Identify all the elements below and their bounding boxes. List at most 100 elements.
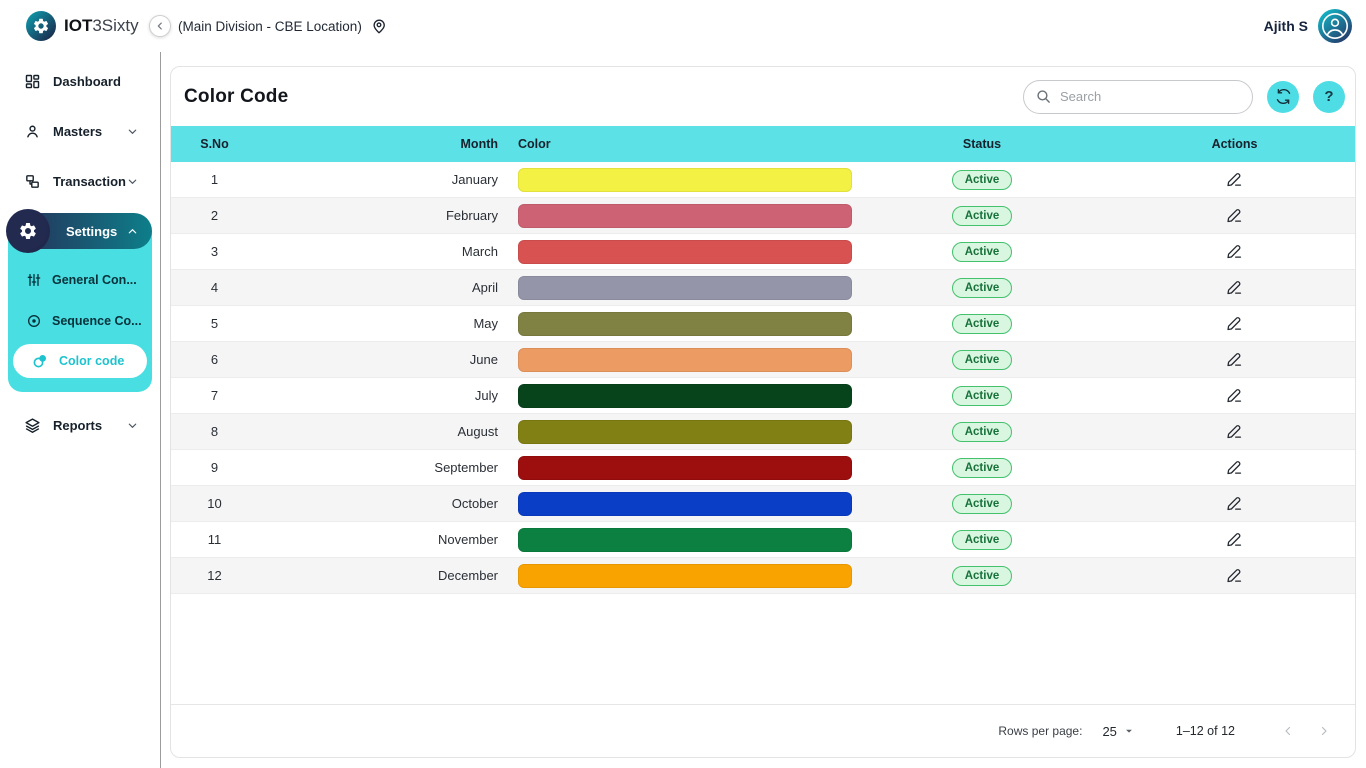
chevron-down-icon	[127, 176, 138, 187]
status-badge: Active	[951, 529, 1013, 550]
user-avatar[interactable]	[1318, 9, 1352, 43]
caret-down-icon	[1125, 729, 1132, 733]
column-header-month: Month	[460, 137, 498, 151]
rows-per-page-select[interactable]: 25	[1102, 724, 1133, 739]
edit-button[interactable]	[1225, 349, 1244, 368]
column-header-color: Color	[518, 137, 551, 151]
settings-submenu: General Con... Sequence Co... Color code	[8, 231, 152, 392]
table-row: 1 January Active	[171, 162, 1355, 198]
table-row: 3 March Active	[171, 234, 1355, 270]
color-swatch	[518, 167, 852, 192]
row-month: December	[438, 568, 498, 583]
table-row: 12 December Active	[171, 558, 1355, 594]
user-name: Ajith S	[1263, 18, 1308, 34]
sidebar: Dashboard Masters Transaction General Co…	[0, 52, 160, 768]
status-badge: Active	[951, 457, 1013, 478]
edit-button[interactable]	[1225, 277, 1244, 296]
breadcrumb: (Main Division - CBE Location)	[178, 18, 362, 34]
table-row: 7 July Active	[171, 378, 1355, 414]
edit-button[interactable]	[1225, 529, 1244, 548]
search-input[interactable]	[1023, 79, 1253, 114]
person-icon	[1322, 13, 1348, 39]
row-sno: 6	[210, 352, 219, 367]
rows-per-page-value: 25	[1102, 723, 1117, 739]
logo-gear-icon	[26, 11, 56, 41]
color-swatch	[518, 239, 852, 264]
help-button[interactable]: ?	[1313, 80, 1345, 113]
chevron-down-icon	[127, 420, 138, 431]
layers-icon	[25, 417, 40, 433]
edit-pencil-icon	[1227, 424, 1242, 438]
edit-button[interactable]	[1225, 493, 1244, 512]
row-sno: 5	[210, 316, 219, 331]
edit-button[interactable]	[1225, 205, 1244, 224]
sidebar-item-label: Masters	[53, 123, 103, 139]
circle-dot-icon	[28, 315, 40, 327]
row-sno: 4	[210, 280, 219, 295]
chevron-right-icon	[1321, 726, 1327, 736]
status-badge: Active	[951, 241, 1013, 262]
tune-icon	[27, 274, 41, 286]
edit-button[interactable]	[1225, 385, 1244, 404]
color-code-icon	[33, 355, 46, 368]
submenu-item-label: General Con...	[52, 273, 137, 287]
color-swatch	[518, 311, 852, 336]
row-month: January	[451, 172, 498, 187]
edit-pencil-icon	[1227, 172, 1242, 186]
rows-per-page-label: Rows per page:	[998, 724, 1083, 738]
search-icon	[1035, 88, 1052, 105]
row-sno: 11	[207, 532, 222, 547]
edit-pencil-icon	[1227, 532, 1242, 546]
color-swatch	[518, 527, 852, 552]
submenu-item-color-code[interactable]: Color code	[13, 344, 147, 378]
status-badge: Active	[951, 349, 1013, 370]
edit-pencil-icon	[1227, 388, 1242, 402]
refresh-icon	[1276, 88, 1290, 105]
edit-button[interactable]	[1225, 241, 1244, 260]
chevron-left-icon	[1285, 726, 1291, 736]
column-header-status: Status	[962, 137, 1002, 151]
edit-button[interactable]	[1225, 169, 1244, 188]
row-sno: 3	[210, 244, 219, 259]
sidebar-item-dashboard[interactable]: Dashboard	[0, 63, 160, 99]
submenu-item-label: Sequence Co...	[52, 314, 142, 328]
edit-pencil-icon	[1227, 460, 1242, 474]
submenu-item-general-configuration[interactable]: General Con...	[8, 263, 152, 297]
topbar-right: Ajith S	[1264, 9, 1366, 43]
color-swatch	[518, 275, 852, 300]
edit-pencil-icon	[1227, 244, 1242, 258]
sidebar-item-transaction[interactable]: Transaction	[0, 163, 160, 199]
previous-page-button[interactable]	[1275, 718, 1301, 744]
table-row: 9 September Active	[171, 450, 1355, 486]
edit-button[interactable]	[1225, 565, 1244, 584]
edit-button[interactable]	[1225, 457, 1244, 476]
sidebar-collapse-button[interactable]	[149, 15, 171, 37]
sidebar-item-label: Transaction	[53, 173, 126, 189]
sidebar-item-settings[interactable]: Settings	[6, 209, 152, 253]
color-swatch	[518, 383, 852, 408]
gear-icon	[6, 209, 50, 253]
color-swatch	[518, 419, 852, 444]
location-icon[interactable]	[370, 17, 388, 35]
row-sno: 9	[210, 460, 219, 475]
table-row: 11 November Active	[171, 522, 1355, 558]
status-badge: Active	[951, 205, 1013, 226]
row-month: February	[445, 208, 498, 223]
row-month: May	[473, 316, 498, 331]
sidebar-item-reports[interactable]: Reports	[0, 407, 160, 443]
edit-button[interactable]	[1225, 313, 1244, 332]
edit-pencil-icon	[1227, 496, 1242, 510]
row-month: November	[438, 532, 498, 547]
status-badge: Active	[951, 565, 1013, 586]
sidebar-item-masters[interactable]: Masters	[0, 113, 160, 149]
table-empty-space	[171, 594, 1355, 704]
card-header: Color Code ?	[171, 67, 1355, 126]
sidebar-item-label: Settings	[66, 223, 118, 239]
person-icon	[27, 125, 38, 138]
dashboard-icon	[25, 74, 40, 88]
submenu-item-sequence-configuration[interactable]: Sequence Co...	[8, 304, 152, 338]
refresh-button[interactable]	[1267, 80, 1299, 113]
submenu-item-label: Color code	[59, 354, 125, 368]
edit-button[interactable]	[1225, 421, 1244, 440]
next-page-button[interactable]	[1311, 718, 1337, 744]
